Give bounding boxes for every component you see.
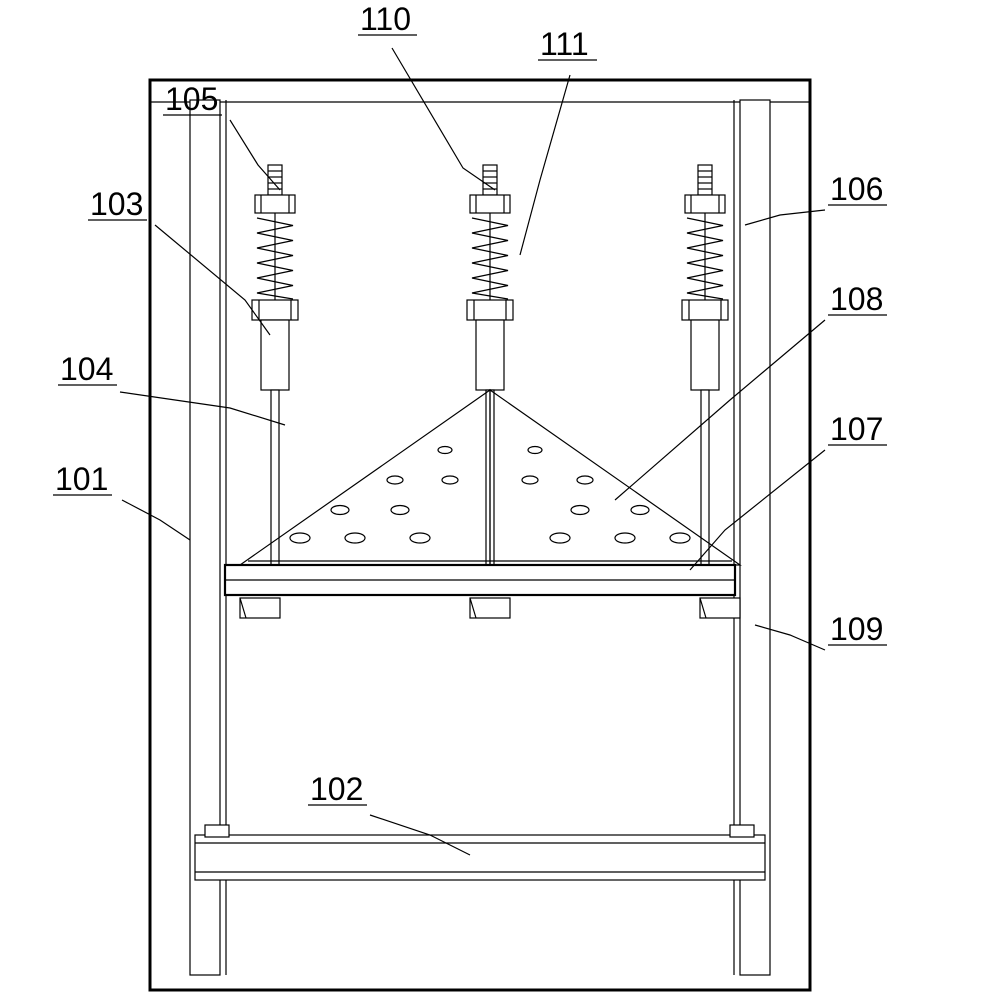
label-108: 108 bbox=[830, 281, 883, 317]
platform bbox=[225, 565, 735, 595]
label-103: 103 bbox=[90, 186, 143, 222]
label-101: 101 bbox=[55, 461, 108, 497]
label-110: 110 bbox=[360, 1, 411, 37]
label-109: 109 bbox=[830, 611, 883, 647]
label-106: 106 bbox=[830, 171, 883, 207]
label-105: 105 bbox=[165, 81, 218, 117]
label-102: 102 bbox=[310, 771, 363, 807]
label-107: 107 bbox=[830, 411, 883, 447]
label-111: 111 bbox=[540, 26, 589, 62]
label-104: 104 bbox=[60, 351, 113, 387]
